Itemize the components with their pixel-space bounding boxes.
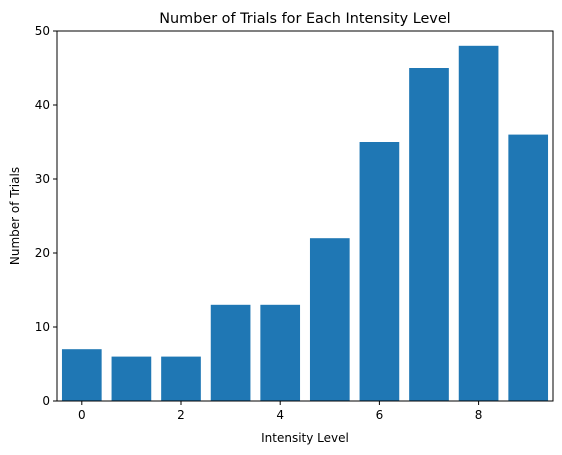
y-tick-label: 20	[35, 246, 50, 260]
x-axis-ticks: 0 2 4 6 8	[78, 401, 482, 422]
y-tick-label: 30	[35, 172, 50, 186]
y-tick-label: 40	[35, 98, 50, 112]
bar-4	[260, 304, 301, 401]
x-tick-label: 0	[78, 408, 86, 422]
x-axis-label: Intensity Level	[261, 431, 349, 445]
bar-2	[161, 356, 201, 401]
bar-0	[61, 349, 102, 401]
x-tick-label: 8	[475, 408, 483, 422]
x-tick-label: 6	[376, 408, 384, 422]
x-tick-label: 2	[177, 408, 185, 422]
bar-7	[409, 68, 449, 401]
bar-8	[458, 45, 499, 402]
y-axis-ticks: 0 10 20 30 40 50	[35, 24, 57, 408]
plot-frame	[56, 30, 554, 402]
bar-5	[309, 238, 350, 401]
y-tick-label: 50	[35, 24, 50, 38]
bar-9	[508, 134, 549, 401]
bar-3	[210, 304, 251, 401]
plot-area	[61, 45, 549, 402]
bar-1	[111, 356, 152, 401]
y-tick-label: 0	[42, 394, 50, 408]
x-tick-label: 4	[276, 408, 284, 422]
y-tick-label: 10	[35, 320, 50, 334]
y-axis-label: Number of Trials	[8, 167, 22, 265]
chart-title: Number of Trials for Each Intensity Leve…	[159, 11, 450, 27]
bar-6	[359, 142, 400, 401]
